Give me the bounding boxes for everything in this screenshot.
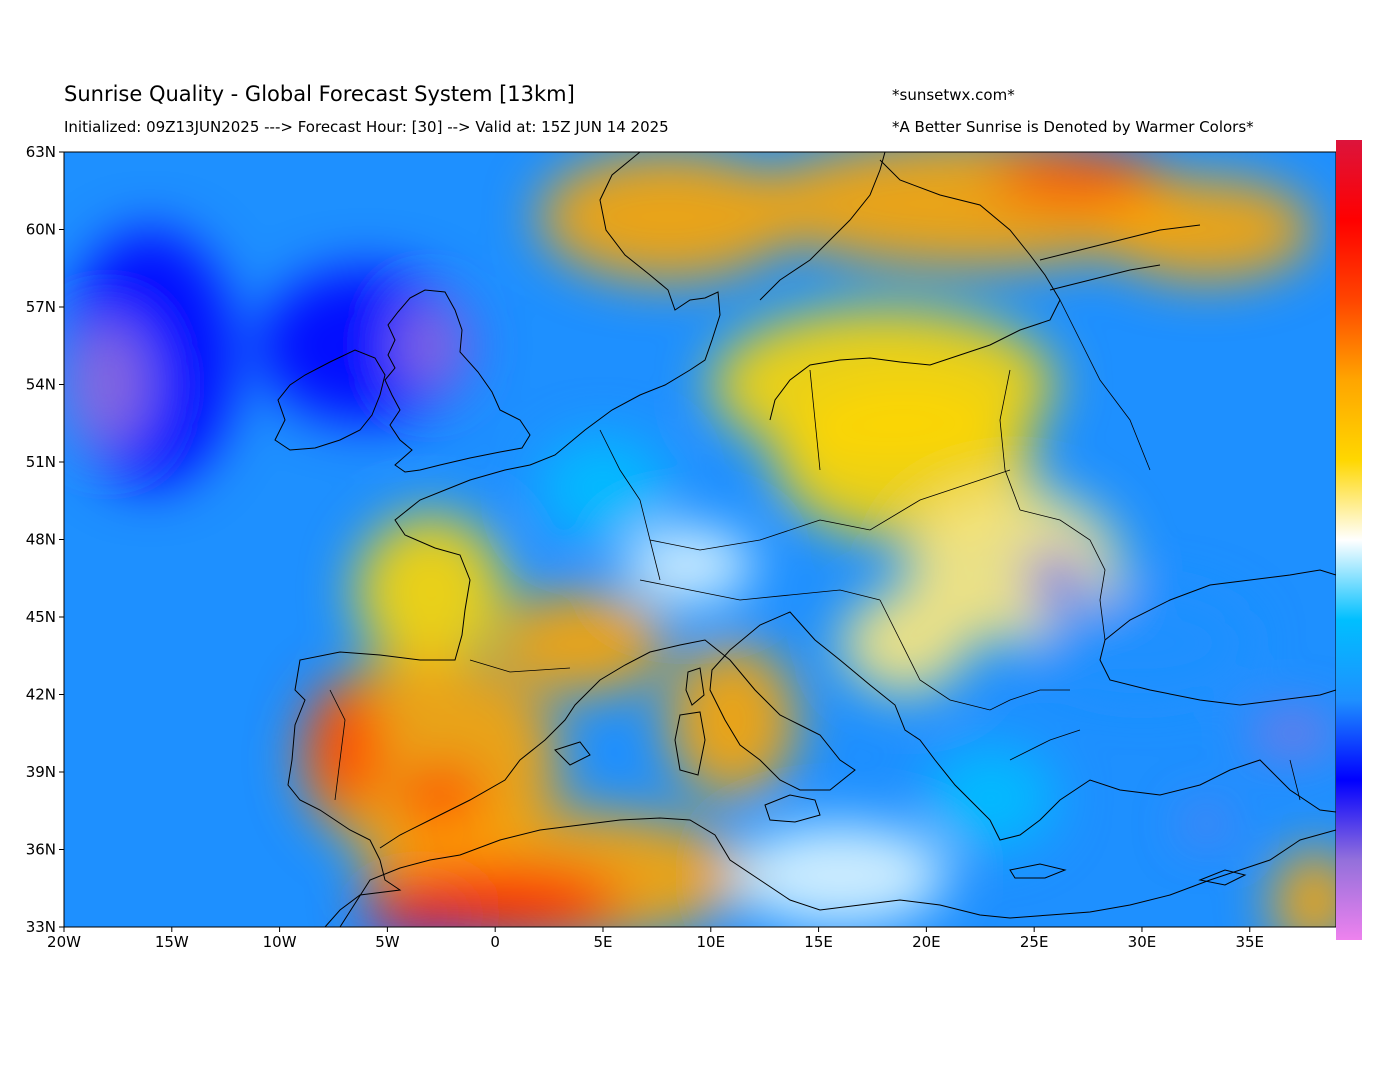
border-france-spain <box>469 659 571 673</box>
field-portugal-red <box>305 681 384 811</box>
lon-tick-label: 10W <box>263 933 297 951</box>
field-scotland-violet <box>396 299 466 393</box>
lat-tick-label: 54N <box>26 376 56 394</box>
lat-tick-label: 57N <box>26 298 56 316</box>
quality-fields <box>64 152 1336 927</box>
coast-continent-west <box>287 152 721 927</box>
field-spain-east-red <box>398 764 485 832</box>
field-atlantic-yellow-band <box>355 513 506 669</box>
border-france-germany <box>599 429 661 581</box>
lat-tick-label: 33N <box>26 918 56 936</box>
lon-tick-label: 5W <box>375 933 400 951</box>
lon-tick-label: 10E <box>696 933 725 951</box>
coast-sicily <box>764 794 821 823</box>
colorscale-note: *A Better Sunrise is Denoted by Warmer C… <box>892 118 1254 136</box>
coast-scandinavia <box>759 152 1061 421</box>
field-turkey-south-violet <box>1185 810 1229 837</box>
lat-tick-label: 45N <box>26 608 56 626</box>
field-black-sea-blue <box>1034 591 1250 695</box>
field-france-south-orange <box>495 591 668 695</box>
border-eastern <box>1019 509 1106 641</box>
lat-tick-label: 39N <box>26 763 56 781</box>
field-norway-orange <box>538 152 798 282</box>
border-alps <box>639 579 881 601</box>
coast-balearics <box>554 741 591 766</box>
field-central-med-white <box>732 823 948 927</box>
lat-tick-label: 42N <box>26 686 56 704</box>
field-turkey-east-violet <box>1249 712 1336 754</box>
coast-gulf-of-finland <box>1039 224 1201 291</box>
coast-ireland <box>274 349 386 451</box>
lon-tick-label: 5E <box>593 933 612 951</box>
lon-tick-label: 15E <box>804 933 833 951</box>
lon-tick-label: 20E <box>912 933 941 951</box>
field-alps-white <box>624 526 754 605</box>
field-morocco-crimson <box>365 888 474 927</box>
lon-tick-label: 15W <box>155 933 189 951</box>
field-finland-red <box>991 152 1164 204</box>
border-central-europe <box>649 469 1011 551</box>
field-levant-orange <box>1271 849 1336 927</box>
field-russia-north-orange <box>1098 177 1315 282</box>
border-portugal <box>329 689 346 801</box>
lat-tick-label: 36N <box>26 841 56 859</box>
border-germany-poland <box>809 369 821 471</box>
field-balkans-yellow <box>840 591 970 695</box>
border-turkey <box>1009 729 1301 801</box>
coast-corsica <box>685 667 705 706</box>
latitude-ticks: 63N 60N 57N 54N 51N 48N 45N 42N 39N 36N 33N <box>26 143 64 936</box>
longitude-ticks: 20W 15W 10W 5W 0 5E 10E 15E 20E 25E 30E 35E <box>47 927 1264 951</box>
coastlines <box>274 152 1336 927</box>
lat-tick-label: 60N <box>26 221 56 239</box>
field-greece-light-blue <box>926 746 1056 850</box>
site-credit: *sunsetwx.com* <box>892 86 1015 104</box>
lon-tick-label: 30E <box>1128 933 1157 951</box>
field-romania-blue <box>1029 552 1082 605</box>
lat-tick-label: 51N <box>26 453 56 471</box>
coast-mediterranean-north <box>379 611 1336 849</box>
coast-great-britain <box>384 289 531 473</box>
field-east-europe-light <box>904 487 1121 643</box>
coast-north-africa <box>339 817 1336 927</box>
lon-tick-label: 35E <box>1235 933 1264 951</box>
lon-tick-label: 25E <box>1020 933 1049 951</box>
coast-sardinia <box>674 711 706 776</box>
border-poland-east <box>999 369 1021 511</box>
lon-tick-label: 20W <box>47 933 81 951</box>
field-italy-orange <box>667 642 798 798</box>
colorbar <box>1336 140 1362 940</box>
coast-cyprus <box>1198 869 1247 886</box>
coast-crete <box>1009 863 1067 879</box>
border-russia <box>1059 299 1151 471</box>
map-title: Sunrise Quality - Global Forecast System… <box>64 82 575 106</box>
country-borders <box>329 299 1301 801</box>
border-balkans <box>879 599 1070 711</box>
map-plot-area <box>64 152 1336 927</box>
field-west-europe-light-blue <box>538 436 668 540</box>
map-subtitle: Initialized: 09Z13JUN2025 ---> Forecast … <box>64 118 669 136</box>
field-west-atlantic-violet <box>64 319 151 450</box>
lat-tick-label: 48N <box>26 531 56 549</box>
lat-tick-label: 63N <box>26 143 56 161</box>
coast-black-sea <box>1099 569 1336 706</box>
lon-tick-label: 0 <box>490 933 500 951</box>
